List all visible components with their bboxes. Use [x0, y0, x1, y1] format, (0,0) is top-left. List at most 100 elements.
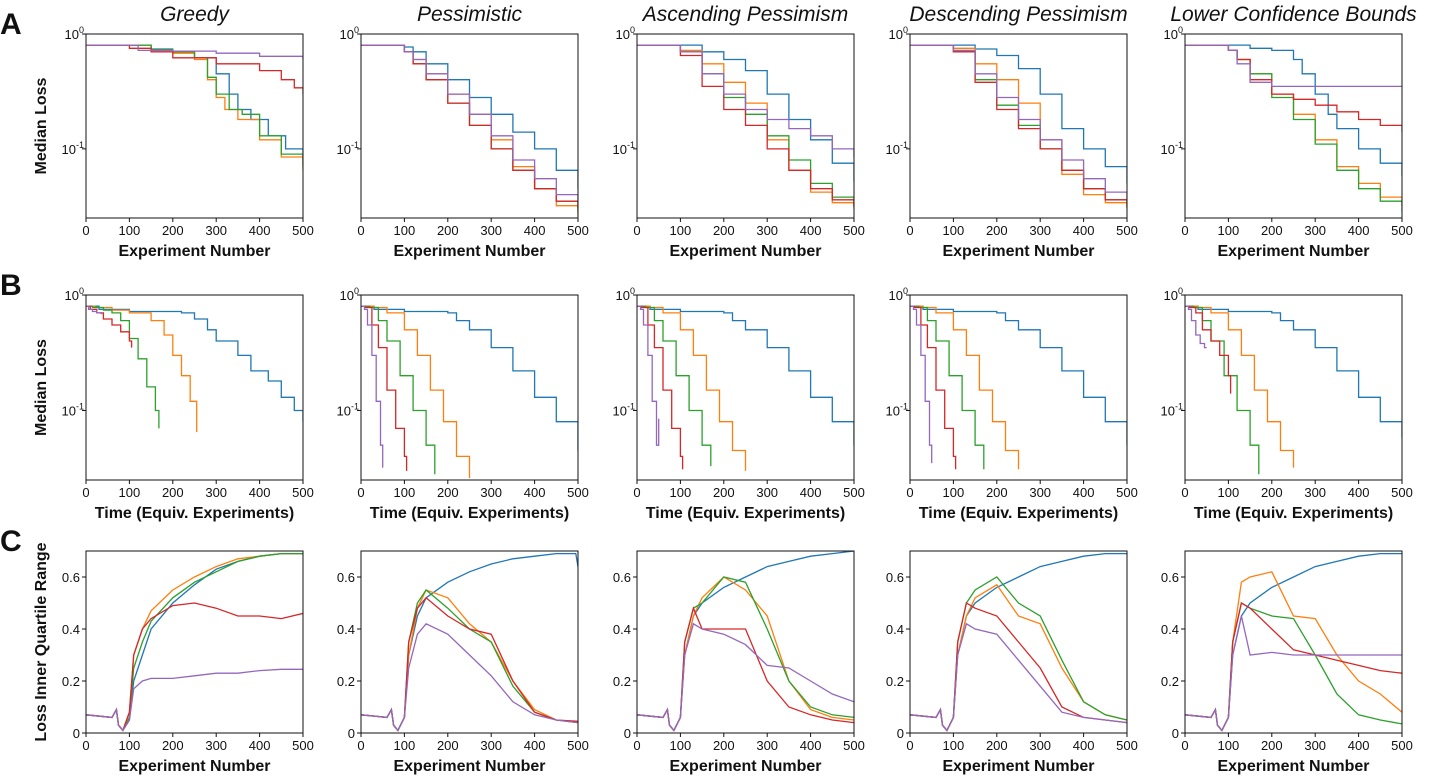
x-axis-label: Time (Equiv. Experiments) — [95, 505, 294, 522]
x-tick-label: 300 — [756, 738, 778, 753]
x-tick-label: 200 — [986, 738, 1008, 753]
y-tick-label: 0 — [897, 726, 904, 741]
series-line-red — [86, 305, 133, 348]
plot-frame — [360, 33, 579, 219]
series-line-purple — [910, 44, 1127, 202]
x-tick-label: 500 — [1391, 738, 1413, 753]
plot-frame — [909, 294, 1128, 481]
series-line-green — [86, 44, 303, 167]
series-line-orange — [1185, 571, 1402, 732]
panel-a-2: 0 100 200 300 400 500 100 10-1 Experiment Number — [337, 25, 589, 260]
series-line-orange — [637, 576, 854, 732]
panel-b-3: 0 100 200 300 400 500 100 10-1 Time (Equiv. Expe… — [613, 286, 865, 522]
x-tick-label: 0 — [906, 738, 913, 753]
x-tick-label: 300 — [1029, 485, 1051, 500]
series-line-blue — [86, 552, 303, 732]
x-tick-label: 0 — [82, 738, 89, 753]
y-tick-label: 100 — [65, 286, 84, 303]
series-line-orange — [910, 44, 1127, 209]
x-tick-label: 200 — [1261, 223, 1283, 238]
series-line-green — [86, 305, 160, 429]
series-line-blue — [361, 305, 578, 451]
series-line-green — [910, 305, 985, 470]
y-tick-label: 100 — [65, 25, 84, 42]
x-tick-label: 300 — [205, 223, 227, 238]
x-tick-label: 400 — [249, 485, 271, 500]
x-tick-label: 300 — [1304, 738, 1326, 753]
series-line-orange — [1185, 44, 1402, 206]
series-line-blue — [1185, 44, 1402, 176]
x-tick-label: 400 — [800, 738, 822, 753]
y-tick-label: 10-1 — [62, 401, 84, 418]
panel-b-1: 0 100 200 300 400 500 100 10-1 Time (Equiv. Expe… — [62, 286, 314, 522]
y-tick-label: 100 — [1164, 286, 1183, 303]
y-tick-label: 0.6 — [613, 570, 631, 585]
y-tick-label: 10-1 — [1161, 401, 1183, 418]
x-tick-label: 100 — [670, 738, 692, 753]
x-tick-label: 200 — [437, 485, 459, 500]
x-tick-label: 400 — [1073, 738, 1095, 753]
x-tick-label: 400 — [1073, 485, 1095, 500]
x-axis-label: Time (Equiv. Experiments) — [646, 505, 845, 522]
x-tick-label: 300 — [1029, 738, 1051, 753]
y-axis-label-row-a: Median Loss — [33, 77, 50, 174]
series-line-green — [361, 44, 578, 213]
x-axis-label: Experiment Number — [669, 243, 821, 260]
x-tick-label: 200 — [162, 223, 184, 238]
x-tick-label: 300 — [480, 223, 502, 238]
series-line-orange — [361, 589, 578, 732]
y-tick-label: 100 — [889, 286, 908, 303]
series-line-red — [361, 596, 578, 732]
y-tick-label: 0.2 — [337, 674, 355, 689]
x-axis-label: Experiment Number — [393, 243, 545, 260]
y-tick-label: 0.6 — [1161, 570, 1179, 585]
series-line-green — [637, 305, 712, 467]
x-tick-label: 500 — [1116, 738, 1138, 753]
x-tick-label: 500 — [1391, 485, 1413, 500]
panel-c-1: 0 100 200 300 400 500 0 0.2 0.4 0.6 Experiment Num… — [62, 550, 314, 775]
plot-frame — [636, 550, 855, 734]
x-tick-label: 0 — [1181, 485, 1188, 500]
x-tick-label: 500 — [1116, 223, 1138, 238]
row-letter-c: C — [0, 525, 22, 558]
panel-a-3: 0 100 200 300 400 500 100 10-1 Experiment Number — [613, 25, 865, 260]
plot-frame — [636, 294, 855, 481]
plot-frame — [909, 33, 1128, 219]
x-tick-label: 100 — [670, 485, 692, 500]
series-line-red — [86, 44, 303, 95]
series-line-blue — [637, 305, 854, 446]
x-tick-label: 200 — [1261, 738, 1283, 753]
y-tick-label: 0.4 — [613, 622, 631, 637]
y-tick-label: 0.4 — [1161, 622, 1179, 637]
series-line-purple — [637, 305, 660, 446]
y-axis-label-row-c: Loss Inner Quartile Range — [33, 542, 50, 741]
series-line-red — [1185, 601, 1402, 732]
panel-c-2: 0 100 200 300 400 500 0 0.2 0.4 0.6 Experiment Num… — [337, 550, 589, 775]
panel-c-3: 0 100 200 300 400 500 0 0.2 0.4 0.6 Experiment Num… — [613, 550, 865, 775]
plot-frame — [1184, 550, 1403, 734]
x-tick-label: 500 — [843, 738, 865, 753]
series-line-blue — [361, 552, 578, 732]
x-tick-label: 0 — [906, 485, 913, 500]
plot-frame — [1184, 294, 1403, 481]
x-tick-label: 400 — [800, 223, 822, 238]
x-tick-label: 400 — [1073, 223, 1095, 238]
y-tick-label: 100 — [889, 25, 908, 42]
plot-frame — [85, 33, 304, 219]
x-tick-label: 100 — [394, 738, 416, 753]
series-line-green — [637, 576, 854, 732]
column-title-1: Greedy — [160, 3, 230, 26]
x-tick-label: 500 — [567, 223, 589, 238]
series-line-blue — [1185, 305, 1402, 438]
x-tick-label: 200 — [713, 485, 735, 500]
series-line-blue — [86, 44, 303, 160]
x-axis-label: Experiment Number — [118, 243, 270, 260]
y-tick-label: 10-1 — [613, 140, 635, 157]
x-tick-label: 300 — [205, 738, 227, 753]
series-line-purple — [86, 305, 102, 315]
series-line-purple — [910, 305, 933, 464]
x-axis-label: Experiment Number — [1217, 243, 1369, 260]
column-title-2: Pessimistic — [417, 3, 523, 26]
x-tick-label: 300 — [480, 738, 502, 753]
